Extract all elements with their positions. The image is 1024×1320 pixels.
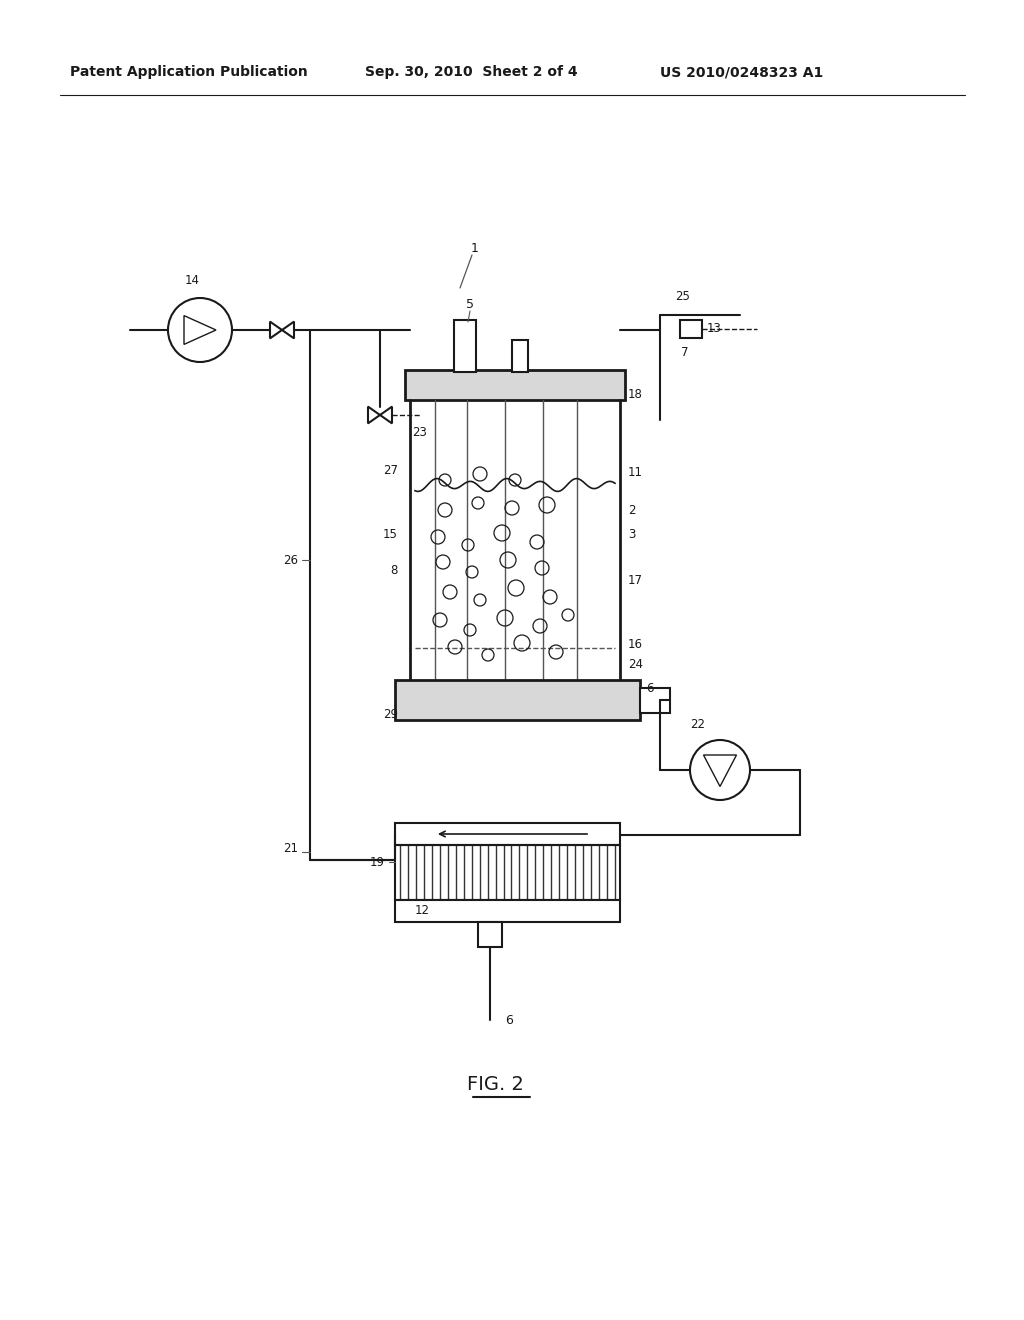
Text: 12: 12 (415, 903, 430, 916)
Bar (640, 688, 670, 713)
Bar (395, 680, 640, 719)
Text: 16: 16 (628, 639, 643, 652)
Bar (478, 921, 502, 946)
Text: 19: 19 (370, 855, 385, 869)
Circle shape (690, 741, 750, 800)
Text: 3: 3 (628, 528, 635, 541)
Bar (406, 370, 625, 400)
Bar (512, 341, 528, 372)
Text: 15: 15 (383, 528, 398, 541)
Text: 11: 11 (628, 466, 643, 479)
Text: 1: 1 (471, 242, 479, 255)
Text: Sep. 30, 2010  Sheet 2 of 4: Sep. 30, 2010 Sheet 2 of 4 (365, 65, 578, 79)
Text: 25: 25 (675, 290, 690, 304)
Circle shape (168, 298, 232, 362)
Text: 26: 26 (283, 553, 298, 566)
Bar (680, 319, 702, 338)
Text: 23: 23 (412, 426, 427, 440)
Text: US 2010/0248323 A1: US 2010/0248323 A1 (660, 65, 823, 79)
Bar (395, 822, 620, 845)
Text: 6: 6 (505, 1014, 513, 1027)
Text: 22: 22 (690, 718, 705, 731)
Text: 27: 27 (383, 463, 398, 477)
Bar (395, 900, 620, 921)
Text: FIG. 2: FIG. 2 (467, 1076, 523, 1094)
Text: 2: 2 (628, 503, 636, 516)
Text: 29: 29 (383, 709, 398, 722)
Text: 13: 13 (707, 322, 722, 335)
Text: 7: 7 (681, 346, 689, 359)
Text: 17: 17 (628, 573, 643, 586)
Text: 6: 6 (646, 681, 653, 694)
Text: 18: 18 (628, 388, 643, 401)
Bar (454, 319, 476, 372)
Text: 21: 21 (283, 842, 298, 854)
Bar (395, 845, 620, 900)
Text: 8: 8 (390, 564, 398, 577)
Text: 14: 14 (184, 273, 200, 286)
Text: 24: 24 (628, 659, 643, 672)
Text: 5: 5 (466, 298, 474, 312)
Text: Patent Application Publication: Patent Application Publication (70, 65, 308, 79)
